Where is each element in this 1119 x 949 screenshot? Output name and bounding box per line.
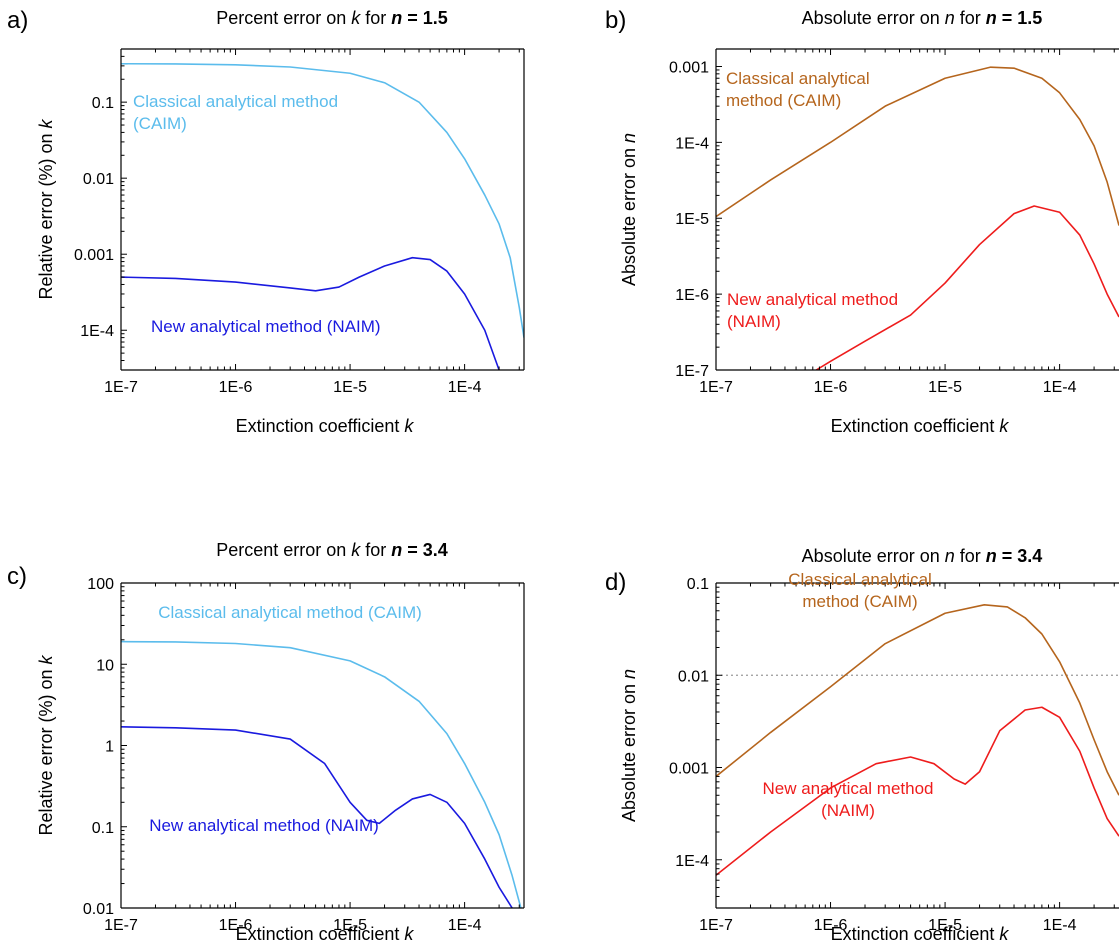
chart-title: Percent error on k for n = 1.5 [216,8,448,28]
y-axis-label: Absolute error on n [619,669,639,822]
y-tick-label: 1E-6 [675,287,709,304]
y-tick-label: 0.01 [83,901,114,918]
naim-annotation: New analytical method (NAIM) [727,290,898,331]
x-tick-label: 1E-6 [814,379,848,396]
caim-annotation: Classical analytical method (CAIM) [726,69,870,110]
y-tick-label: 0.01 [678,668,709,685]
x-tick-label: 1E-4 [448,917,482,934]
x-tick-label: 1E-5 [928,917,962,934]
y-tick-label: 1E-7 [675,363,709,380]
y-tick-label: 0.001 [669,761,709,778]
x-tick-label: 1E-7 [699,379,733,396]
naim-annotation: New analytical method (NAIM) [149,816,379,835]
naim-annotation: New analytical method (NAIM) [762,779,933,820]
y-tick-label: 1 [105,739,114,756]
caim-series-line [121,640,522,908]
y-tick-label: 0.01 [83,171,114,188]
panel-c: c) Percent error on k for n = 3.4 1E-7 1E-6… [7,540,525,944]
x-tick-label: 1E-4 [1043,379,1077,396]
x-tick-label: 1E-6 [219,917,253,934]
caim-series-line [121,62,524,338]
naim-annotation: New analytical method (NAIM) [151,317,381,336]
chart-title: Absolute error on n for n = 3.4 [802,546,1043,566]
x-tick-label: 1E-4 [448,379,482,396]
x-tick-label: 1E-7 [699,917,733,934]
naim-series-line [815,205,1119,370]
y-axis-label: Relative error (%) on k [36,118,56,299]
chart-title: Absolute error on n for n = 1.5 [802,8,1043,28]
naim-series-line [121,725,513,908]
x-tick-label: 1E-7 [104,917,138,934]
x-axis-label: Extinction coefficient k [236,924,415,944]
x-tick-label: 1E-6 [814,917,848,934]
y-tick-label: 100 [87,576,114,593]
y-tick-label: 1E-4 [675,853,709,870]
panel-letter: d) [605,569,626,596]
chart-title: Percent error on k for n = 3.4 [216,540,448,560]
y-tick-label: 10 [96,657,114,674]
panel-a: a) Percent error on k for n = 1.5 1E-7 1E-6… [7,7,525,436]
x-tick-label: 1E-6 [219,379,253,396]
x-axis-label: Extinction coefficient k [236,416,415,436]
y-axis-label: Absolute error on n [619,133,639,286]
y-tick-label: 1E-4 [80,323,114,340]
naim-series-line [121,256,500,370]
y-tick-label: 0.1 [92,95,114,112]
caim-annotation: Classical analytical method (CAIM) [788,570,932,611]
caim-series-line [716,66,1119,226]
caim-annotation: Classical analytical method (CAIM) [158,603,422,622]
panel-letter: c) [7,563,27,590]
x-tick-label: 1E-5 [333,917,367,934]
x-tick-label: 1E-5 [928,379,962,396]
panel-d: d) Absolute error on n for n = 3.4 1E-7 1E-… [605,546,1119,944]
panel-b: b) Absolute error on n for n = 1.51E-7 1E-… [605,7,1119,436]
y-axis-label: Relative error (%) on k [36,654,56,835]
y-tick-label: 1E-5 [675,211,709,228]
y-tick-label: 0.001 [74,247,114,264]
x-tick-label: 1E-5 [333,379,367,396]
x-tick-label: 1E-7 [104,379,138,396]
caim-series-line [716,604,1119,796]
y-tick-label: 0.001 [669,59,709,76]
x-axis-label: Extinction coefficient k [831,416,1010,436]
naim-series-line [716,706,1119,876]
y-tick-label: 0.1 [687,576,709,593]
caim-annotation: Classical analytical method (CAIM) [133,92,338,133]
panel-letter: b) [605,7,626,34]
panel-letter: a) [7,7,28,34]
x-axis-label: Extinction coefficient k [831,924,1010,944]
x-tick-label: 1E-4 [1043,917,1077,934]
y-tick-label: 1E-4 [675,135,709,152]
y-tick-label: 0.1 [92,820,114,837]
